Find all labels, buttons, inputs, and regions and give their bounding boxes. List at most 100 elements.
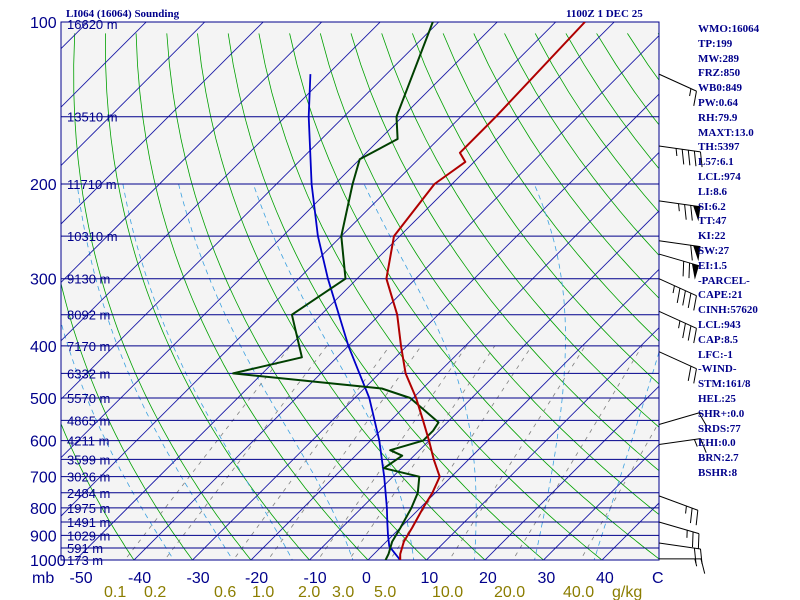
isotherm-line [425,327,659,560]
height-level-label: 1029 m [67,528,110,543]
index-row: STM:161/8 [698,378,751,391]
wind-barb [658,278,697,311]
index-row: MW:289 [698,52,739,65]
index-row: FRZ:850 [698,67,741,80]
index-row: SI:6.2 [698,200,726,213]
x-axis-unit: C [652,570,664,587]
wind-barb [658,351,697,384]
mixing-ratio-line [389,345,533,560]
index-row: -WIND- [698,363,737,376]
wind-barb-staff [658,438,701,446]
wind-barb-half [678,203,680,212]
height-level-label: 6332 m [67,366,110,381]
wind-barbs-layer [658,73,708,574]
index-row: TP:199 [698,37,733,50]
mixing-ratio-tick-label: 3.0 [332,584,354,600]
wind-barb [659,558,706,574]
dry-adiabat-line [61,422,135,560]
isotherm-line [61,22,498,459]
isotherm-line [484,385,659,560]
wind-barb-full [681,149,685,165]
mixing-ratio-line [164,345,328,560]
temperature-tick-label: 10 [421,570,439,587]
index-row: CAP:8.5 [698,333,739,346]
clipped-profiles [232,22,586,560]
grid-layer [60,21,660,561]
wind-barb-full [695,510,699,526]
dewpoint-line [232,22,440,560]
height-level-label: 2484 m [67,486,110,501]
mixing-ratio-line [348,345,496,560]
wind-barb [658,412,708,427]
wind-barb-full [687,150,691,166]
mixing-ratio-tick-label: 20.0 [494,584,525,600]
indices-panel: WMO:16064 TP:199 MW:289 FRZ:850 WB0:849 PW:0.… [698,22,798,481]
height-level-label: 16620 m [67,17,118,32]
wind-barb-full [682,323,686,339]
wind-barb-full [688,262,691,279]
mixing-ratio-tick-label: 2.0 [298,584,320,600]
wind-barb-staff [658,495,698,511]
height-level-label: 9130 m [67,272,110,287]
index-row: CINH:57620 [698,304,758,317]
wind-barb [658,200,701,222]
wind-barb-staff [658,240,701,248]
wind-barb-full [687,366,692,381]
index-row: WB0:849 [698,82,742,95]
dry-adiabat-line [350,33,659,472]
dry-adiabat-line [61,281,194,560]
height-level-label: 173 m [67,553,103,568]
isotherm-line [542,444,659,560]
height-level-label: 13510 m [67,110,118,125]
index-row: RH:79.9 [698,111,738,124]
temperature-tick-label: 30 [538,570,556,587]
parcel-path-line [307,74,401,560]
height-level-label: 1491 m [67,515,110,530]
temperature-tick-label: 0 [362,570,371,587]
wind-barb-half [678,320,681,329]
wind-barb-full [682,261,685,277]
index-row: LCL:943 [698,318,741,331]
plot-background [61,22,659,560]
wind-barb [658,438,707,453]
wind-barb-full [693,368,697,384]
index-row: CAPE:21 [698,289,743,302]
isotherms [61,22,659,560]
dry-adiabat-line [442,33,659,342]
wind-barb [658,253,700,280]
height-level-label: 11710 m [67,177,117,192]
isotherm-line [61,22,206,167]
index-row: KI:22 [698,230,726,243]
wind-barb-staff [658,73,697,92]
wind-barb-full [684,204,687,220]
height-level-label: 4865 m [67,413,110,428]
index-row: SHR+:0.0 [698,407,745,420]
temperature-tick-label: -10 [304,570,327,587]
isobars [61,21,659,561]
wind-barb-full [676,288,681,303]
index-row: TT:47 [698,215,727,228]
mixing-ratio-tick-label: 0.6 [214,584,236,600]
dry-adiabat-line [473,33,659,299]
mixing-ratio-line [124,345,291,560]
temperature-line [385,22,586,560]
wind-barb-staff [658,145,701,153]
isotherm-line [61,22,440,400]
sounding-time: 1100Z 1 DEC 25 [566,8,643,20]
mixing-ratio-line [267,345,422,560]
y-axis-unit: mb [32,570,54,587]
isotherm-line [61,22,323,283]
wind-barb-full [690,245,693,261]
mixing-ratio-unit: g/kg [612,584,642,600]
wind-barb-full [700,438,707,453]
mixing-ratio-tick-label: 10.0 [432,584,463,600]
index-row: BRN:2.7 [698,452,739,465]
pressure-tick-label: 500 [30,391,57,408]
height-level-label: 10310 m [67,229,118,244]
mixing-ratio-tick-label: 40.0 [563,584,594,600]
wind-barb-full [697,533,700,549]
profiles-layer [232,22,586,560]
index-row: SW:27 [698,244,730,257]
mixing-ratio-line [580,421,659,560]
isotherm-line [133,35,659,560]
